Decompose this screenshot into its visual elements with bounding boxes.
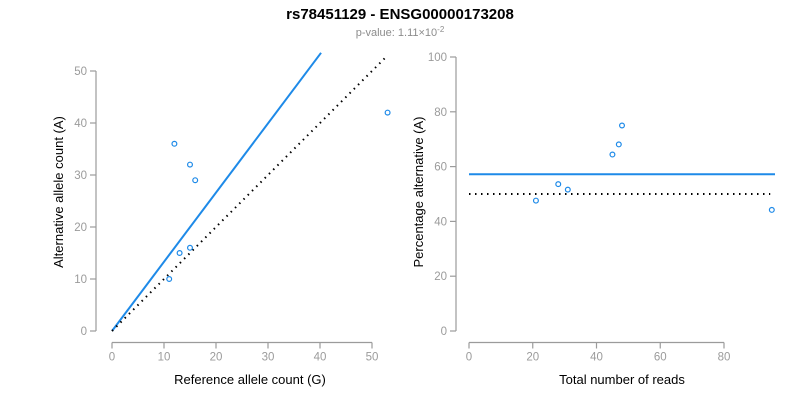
x-tick-label: 40 xyxy=(314,352,327,364)
panel-percentage-vs-reads: 0 20 40 60 80 100 0 20 40 60 80 Total number of rea… xyxy=(411,52,775,387)
data-point xyxy=(768,206,775,213)
data-point xyxy=(187,161,194,168)
x-tick-label: 10 xyxy=(158,352,171,364)
data-point xyxy=(532,197,539,204)
data-point xyxy=(171,140,178,147)
identity-line xyxy=(111,54,389,332)
y-tick-label: 100 xyxy=(428,52,447,64)
x-tick-label: 50 xyxy=(366,352,379,364)
x-axis-title: Total number of reads xyxy=(559,372,685,387)
x-tick-label: 60 xyxy=(654,352,667,364)
y-tick-label: 50 xyxy=(74,66,87,78)
y-tick-label: 0 xyxy=(81,326,87,338)
y-tick-label: 80 xyxy=(434,107,447,119)
fitted-ratio-line xyxy=(111,52,322,332)
y-tick-label: 40 xyxy=(434,216,447,228)
data-point xyxy=(384,109,391,116)
page-title: rs78451129 - ENSG00000173208 xyxy=(286,6,514,23)
pvalue-exponent: -2 xyxy=(437,25,445,34)
data-point xyxy=(615,141,622,148)
x-tick-label: 30 xyxy=(262,352,275,364)
y-tick-label: 60 xyxy=(434,162,447,174)
panel-allele-counts: 0 10 20 30 40 50 0 10 20 30 40 50 Reference allele c… xyxy=(51,52,391,387)
x-tick-label: 0 xyxy=(466,352,472,364)
y-tick-label: 10 xyxy=(74,274,87,286)
y-tick-label: 0 xyxy=(441,326,447,338)
data-point xyxy=(187,244,194,251)
x-tick-label: 0 xyxy=(109,352,115,364)
data-point xyxy=(192,177,199,184)
x-tick-label: 20 xyxy=(210,352,223,364)
x-tick-label: 80 xyxy=(718,352,731,364)
data-point xyxy=(618,122,625,129)
x-axis-title: Reference allele count (G) xyxy=(174,372,326,387)
pvalue-text: p-value: 1.11×10 xyxy=(355,27,438,39)
y-tick-label: 20 xyxy=(74,222,87,234)
y-tick-label: 40 xyxy=(74,118,87,130)
data-point xyxy=(166,276,173,283)
data-point xyxy=(176,250,183,257)
pvalue-subtitle: p-value: 1.11×10-2 xyxy=(0,25,800,39)
y-tick-label: 20 xyxy=(434,271,447,283)
y-axis-title: Alternative allele count (A) xyxy=(51,116,66,268)
data-point xyxy=(564,186,571,193)
y-axis-title: Percentage alternative (A) xyxy=(411,116,426,267)
x-tick-label: 40 xyxy=(590,352,603,364)
data-point xyxy=(609,151,616,158)
data-point xyxy=(555,181,562,188)
x-tick-label: 20 xyxy=(526,352,539,364)
y-tick-label: 30 xyxy=(74,170,87,182)
